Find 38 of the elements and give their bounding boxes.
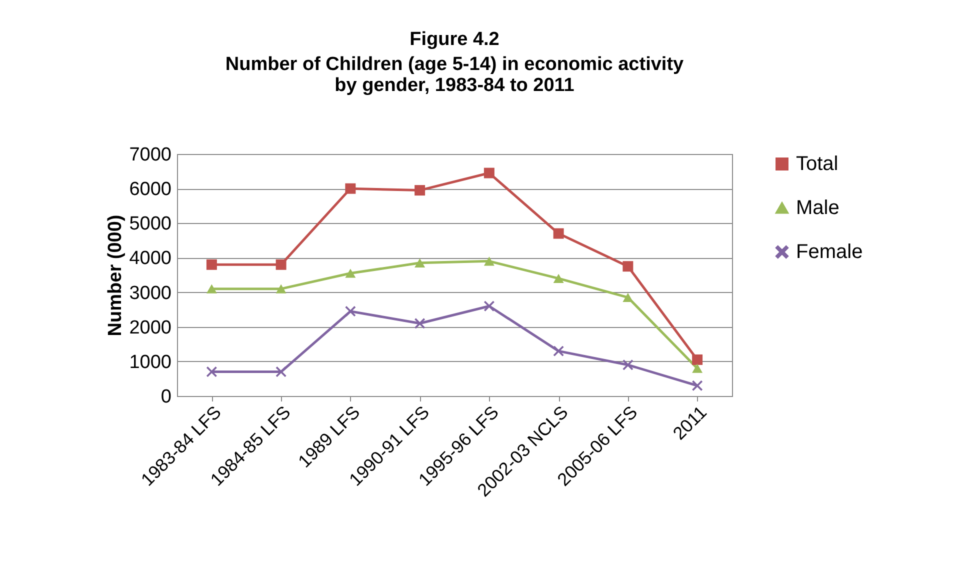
point [622, 292, 634, 302]
point [484, 168, 494, 178]
point [622, 360, 634, 370]
point [484, 256, 494, 266]
point [345, 306, 356, 317]
chart-title: Figure 4.2 [410, 29, 500, 50]
point [692, 380, 703, 391]
point [276, 259, 286, 270]
point [692, 364, 703, 373]
point [553, 346, 564, 356]
point [206, 259, 217, 270]
point [345, 183, 356, 194]
point [553, 274, 564, 283]
legend-label: Total [796, 153, 838, 175]
chart-subtitle: Number of Children (age 5-14) in economic activity by gender, 1983-84 to 2011 [225, 54, 684, 96]
point [276, 366, 286, 378]
y-tick-label: 7000 [129, 144, 172, 166]
y-tick-label: 5000 [129, 214, 172, 235]
point [414, 258, 426, 268]
point [692, 354, 703, 365]
point [553, 228, 564, 239]
y-tick-label: 2000 [129, 317, 172, 338]
legend-label: Male [796, 197, 840, 219]
point [206, 366, 217, 378]
y-tick-label: 4000 [129, 248, 172, 270]
y-tick-label: 3000 [129, 282, 172, 304]
y-axis-title: Number (000) [105, 214, 126, 336]
point [414, 185, 426, 196]
y-tick-label: 0 [160, 386, 172, 408]
point [414, 318, 426, 329]
y-tick-label: 6000 [129, 179, 172, 200]
y-tick-label: 1000 [129, 352, 172, 373]
point [276, 284, 286, 294]
point [206, 284, 217, 294]
point [484, 300, 494, 312]
legend-label: Female [796, 241, 863, 263]
point [345, 268, 356, 278]
point [622, 261, 634, 272]
